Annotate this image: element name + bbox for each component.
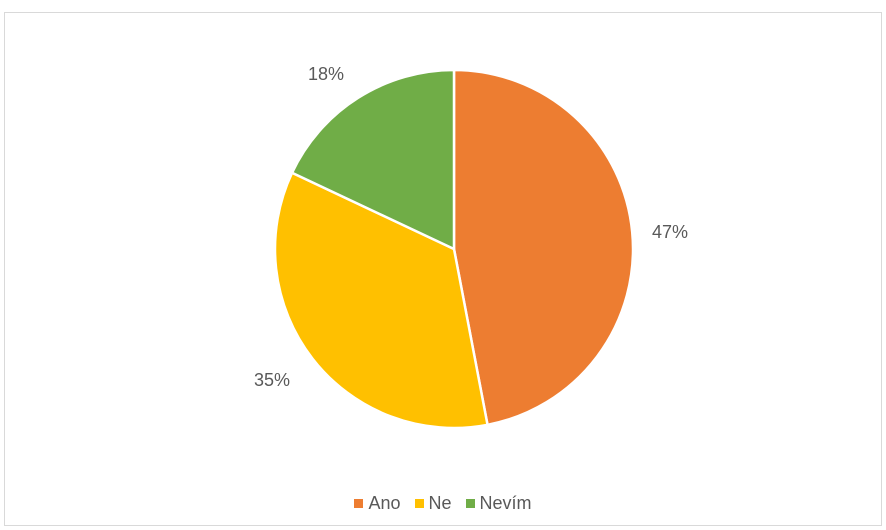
legend-swatch-ne [414,499,424,508]
legend-label-nevim: Nevím [479,493,532,513]
legend-label-ano: Ano [368,493,401,513]
pie-slice-ano [452,68,635,427]
pie-slice-ne [273,171,489,430]
legend-label-ne: Ne [428,493,452,513]
data-label-nevim: 18% [308,64,344,84]
legend-item-ano: Ano [354,493,401,514]
pie-slice-nevim [290,68,456,251]
legend-swatch-nevim [465,499,475,508]
data-label-ne: 35% [254,370,290,390]
data-label-ano: 47% [652,222,688,242]
legend-item-nevim: Nevím [465,493,532,514]
legend: Ano Ne Nevím [0,493,886,514]
legend-swatch-ano [354,499,364,508]
legend-item-ne: Ne [414,493,452,514]
